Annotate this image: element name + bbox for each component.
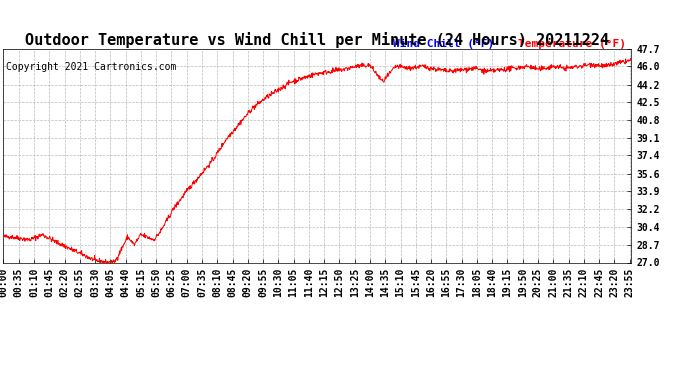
Text: Copyright 2021 Cartronics.com: Copyright 2021 Cartronics.com: [6, 62, 176, 72]
Title: Outdoor Temperature vs Wind Chill per Minute (24 Hours) 20211224: Outdoor Temperature vs Wind Chill per Mi…: [26, 32, 609, 48]
Text: Temperature (°F): Temperature (°F): [518, 39, 627, 49]
Text: Wind Chill (°F): Wind Chill (°F): [393, 39, 494, 49]
